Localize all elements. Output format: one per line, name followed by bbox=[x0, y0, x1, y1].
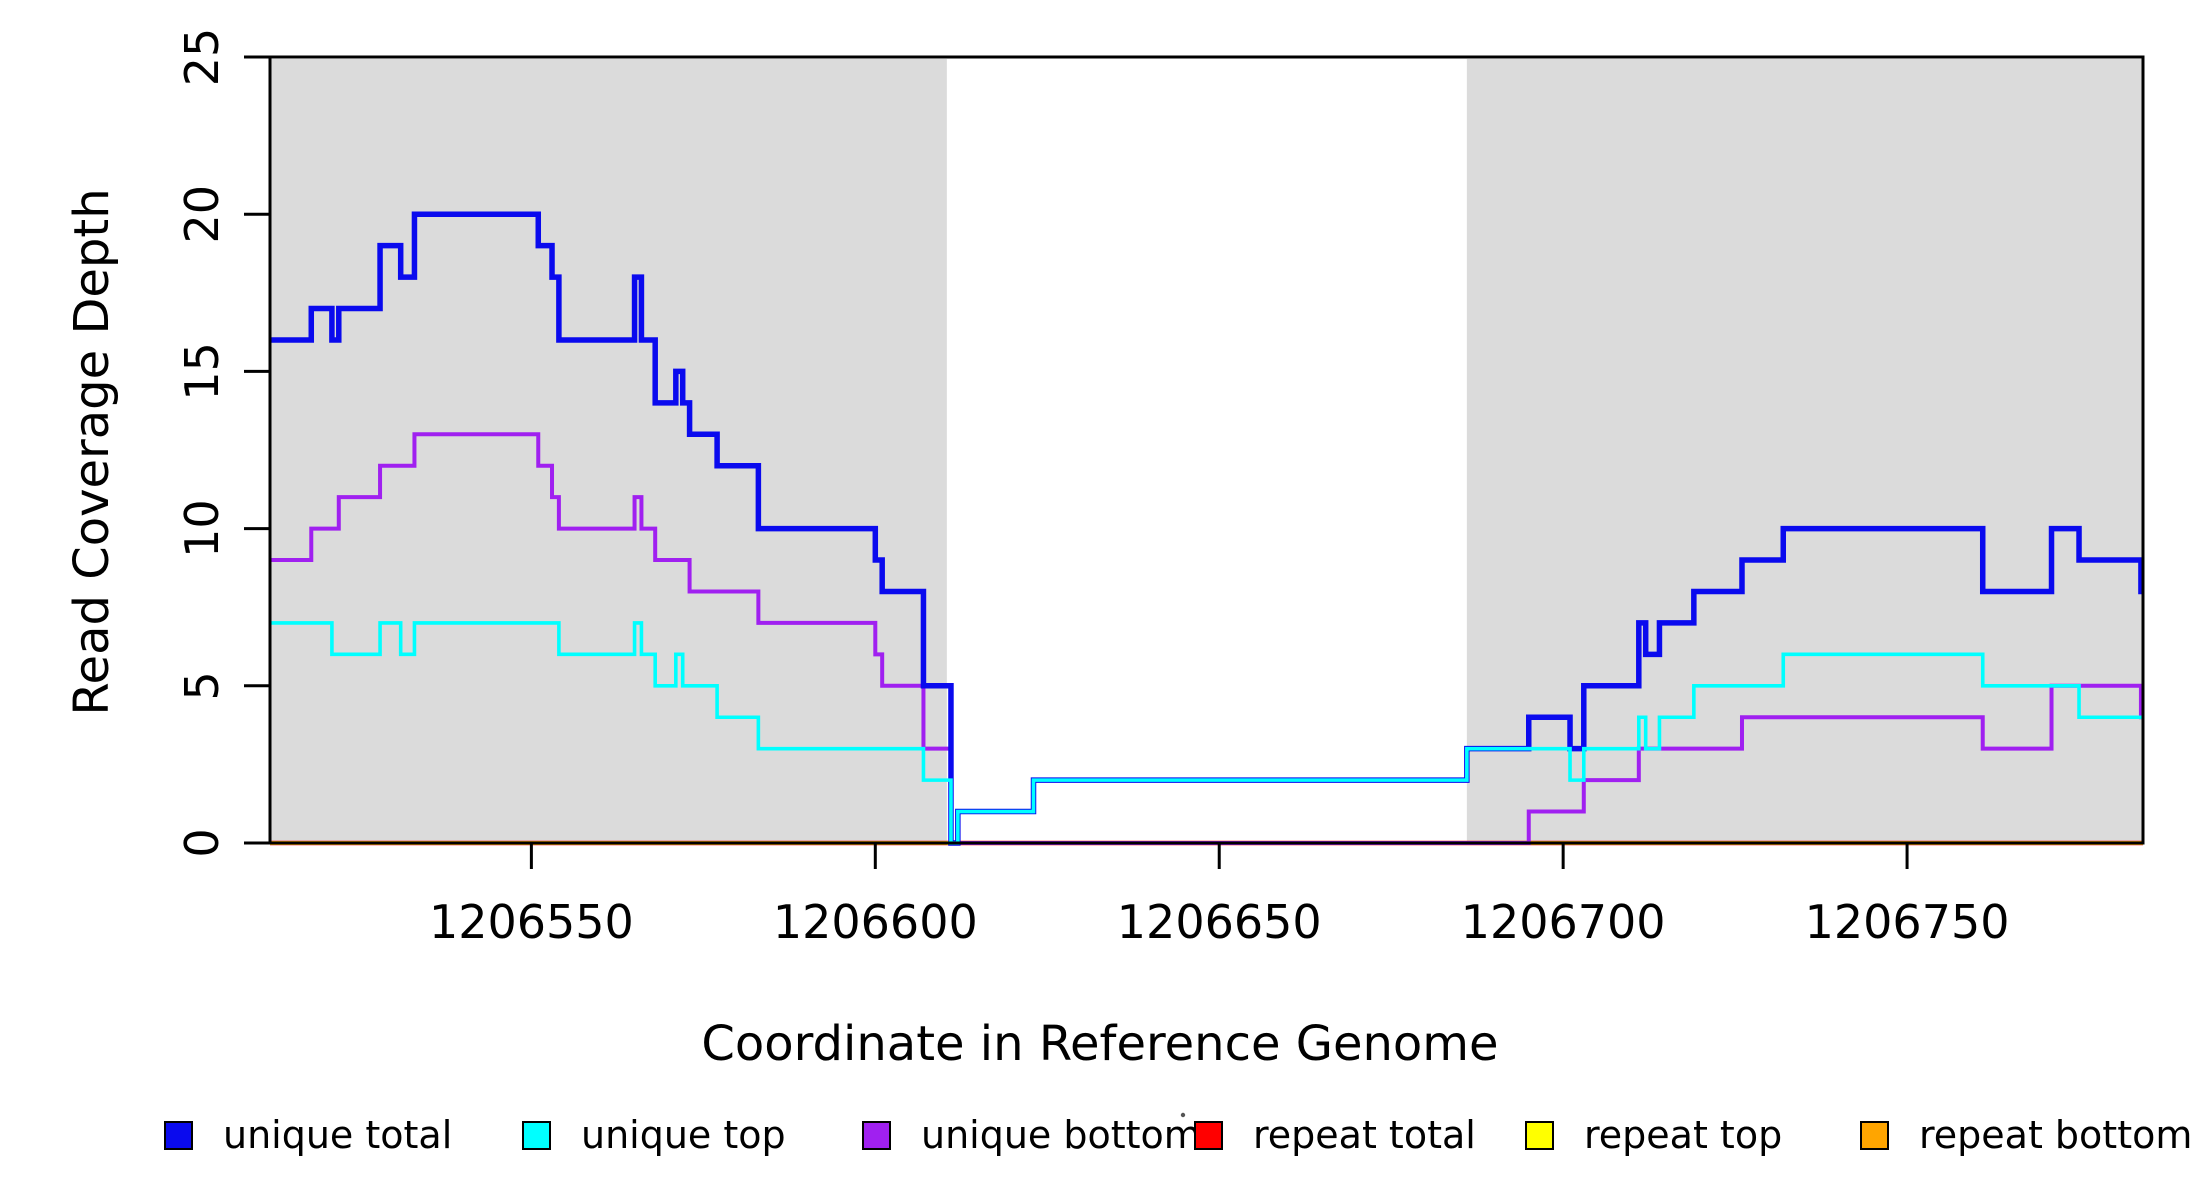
legend-swatch-repeat-total bbox=[1194, 1120, 1223, 1150]
x-tick-label: 1206650 bbox=[1117, 895, 1322, 949]
y-axis-title: Read Coverage Depth bbox=[64, 188, 120, 716]
legend-label: repeat top bbox=[1584, 1113, 1783, 1157]
legend-label: repeat total bbox=[1253, 1113, 1476, 1157]
y-tick-label: 10 bbox=[175, 499, 229, 558]
legend-label: unique bottom bbox=[921, 1113, 1201, 1157]
legend-swatch-unique-bottom bbox=[862, 1120, 891, 1150]
plot-border bbox=[268, 55, 2145, 845]
legend-item-unique-total: unique total bbox=[164, 1113, 452, 1157]
x-tick-label: 1206600 bbox=[773, 895, 978, 949]
x-tick-label: 1206750 bbox=[1805, 895, 2010, 949]
y-tick-label: 25 bbox=[175, 28, 229, 87]
legend-item-repeat-top: repeat top bbox=[1525, 1113, 1782, 1157]
shaded-region-1 bbox=[1466, 59, 2143, 842]
legend-swatch-repeat-bottom bbox=[1860, 1120, 1889, 1150]
series-unique-top bbox=[270, 621, 2143, 845]
y-tick-label: 15 bbox=[175, 342, 229, 401]
legend-label: unique top bbox=[581, 1113, 786, 1157]
x-axis-title: Coordinate in Reference Genome bbox=[701, 1016, 1499, 1072]
y-tick-label: 5 bbox=[175, 671, 229, 700]
x-tick-label: 1206700 bbox=[1461, 895, 1666, 949]
stray-dot bbox=[1180, 1112, 1186, 1118]
series-unique-bottom bbox=[270, 432, 2143, 845]
legend-label: repeat bottom bbox=[1919, 1113, 2193, 1157]
legend-item-repeat-bottom: repeat bottom bbox=[1860, 1113, 2192, 1157]
x-tick-label: 1206550 bbox=[429, 895, 634, 949]
y-tick-label: 20 bbox=[175, 185, 229, 244]
legend-item-unique-bottom: unique bottom bbox=[862, 1113, 1201, 1157]
y-tick-label: 0 bbox=[175, 828, 229, 857]
shaded-region-0 bbox=[270, 59, 947, 842]
series-unique-total bbox=[270, 211, 2144, 846]
legend-label: unique total bbox=[223, 1113, 453, 1157]
legend-item-unique-top: unique top bbox=[522, 1113, 786, 1157]
legend-swatch-unique-total bbox=[164, 1120, 193, 1150]
legend-item-repeat-total: repeat total bbox=[1194, 1113, 1476, 1157]
legend-swatch-unique-top bbox=[522, 1120, 551, 1150]
legend-swatch-repeat-top bbox=[1525, 1120, 1554, 1150]
